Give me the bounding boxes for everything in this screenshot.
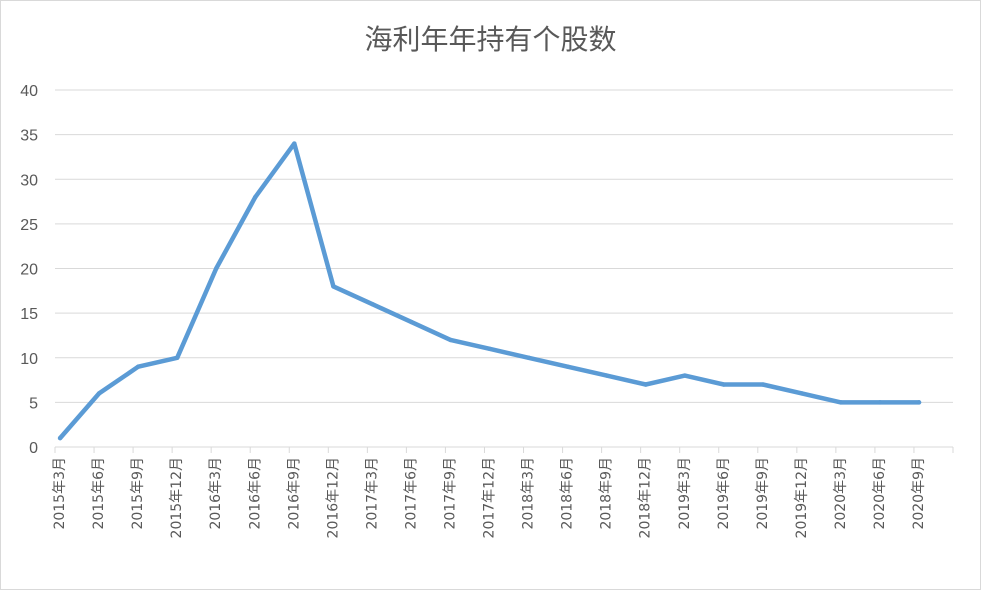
x-tick-label: 2015年6月 [91, 457, 107, 530]
data-point [799, 391, 805, 396]
x-tick-label: 2016年12月 [325, 457, 341, 538]
data-point [331, 284, 336, 289]
data-point [916, 400, 922, 405]
x-tick-label: 2017年12月 [482, 457, 498, 538]
data-point [214, 266, 219, 271]
x-tick-label: 2016年3月 [208, 457, 224, 530]
x-tick-label: 2020年3月 [833, 457, 849, 530]
data-point [253, 194, 258, 200]
data-point [487, 346, 492, 352]
data-point [721, 382, 727, 387]
data-point [96, 391, 102, 396]
x-tick-label: 2018年3月 [521, 457, 537, 530]
chart-title: 海利年年持有个股数 [364, 23, 617, 56]
y-tick-label: 20 [20, 262, 38, 279]
data-point [409, 319, 414, 325]
x-tick-label: 2018年9月 [599, 457, 615, 530]
x-tick-label: 2019年6月 [716, 457, 732, 530]
x-tick-label: 2019年12月 [794, 457, 810, 538]
y-tick-label: 40 [20, 83, 38, 100]
data-point [175, 355, 180, 360]
x-tick-label: 2017年3月 [364, 457, 380, 530]
x-tick-label: 2016年6月 [247, 457, 263, 530]
y-tick-label: 10 [20, 351, 38, 368]
y-tick-label: 30 [20, 172, 38, 189]
data-point [565, 364, 570, 369]
y-tick-label: 0 [29, 440, 38, 457]
x-tick-label: 2016年9月 [286, 457, 302, 530]
data-point [838, 400, 844, 405]
x-tick-label: 2018年6月 [560, 457, 576, 530]
x-tick-label: 2020年6月 [872, 457, 888, 530]
y-tick-label: 25 [20, 217, 38, 234]
data-point [604, 373, 609, 378]
x-tick-label: 2015年3月 [52, 457, 68, 530]
x-tick-label: 2015年12月 [169, 457, 185, 538]
y-tick-label: 15 [20, 306, 38, 323]
x-tick-label: 2018年12月 [638, 457, 654, 538]
data-point [292, 141, 297, 146]
data-point [760, 382, 766, 387]
x-tick-label: 2020年9月 [911, 457, 927, 530]
x-tick-label: 2019年3月 [677, 457, 693, 530]
x-tick-label: 2019年9月 [755, 457, 771, 530]
data-point [682, 373, 687, 378]
data-point [57, 435, 63, 441]
x-tick-label: 2015年9月 [130, 457, 146, 530]
x-tick-label: 2017年9月 [443, 457, 459, 530]
data-point [877, 400, 883, 405]
y-tick-label: 35 [20, 128, 38, 145]
data-point [448, 337, 453, 343]
data-point [526, 355, 531, 360]
y-tick-label: 5 [29, 395, 38, 412]
data-point [643, 382, 648, 387]
data-point [370, 302, 375, 307]
series-line [57, 141, 922, 441]
x-tick-label: 2017年6月 [403, 457, 419, 530]
data-point [135, 364, 141, 369]
